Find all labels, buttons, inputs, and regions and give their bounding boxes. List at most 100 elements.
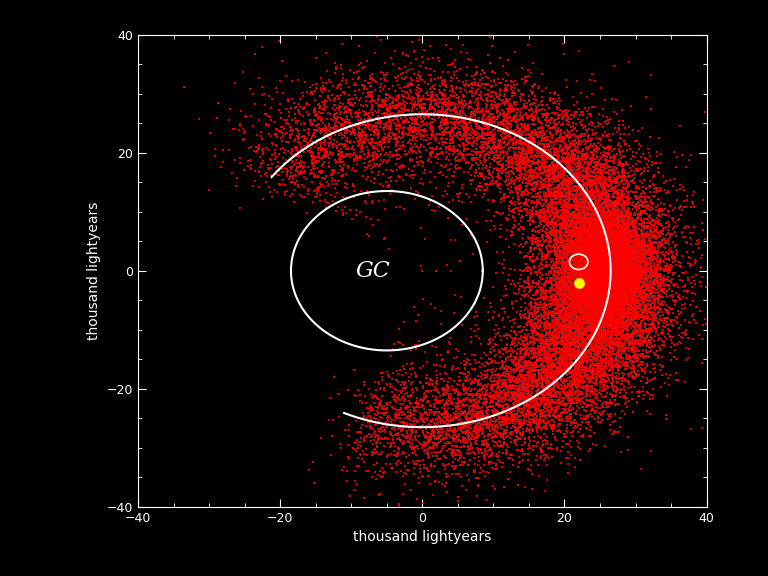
Point	[579, 212, 591, 221]
Point	[597, 331, 609, 340]
Point	[430, 378, 442, 387]
Point	[611, 270, 623, 279]
Point	[545, 415, 558, 425]
Point	[589, 290, 601, 300]
Point	[606, 287, 618, 297]
Point	[568, 372, 581, 381]
Point	[469, 400, 482, 409]
Point	[471, 118, 483, 127]
Point	[396, 124, 408, 133]
Point	[558, 339, 570, 348]
Point	[609, 270, 621, 279]
Point	[596, 272, 608, 281]
Point	[588, 272, 600, 282]
Point	[606, 327, 618, 336]
Point	[577, 268, 589, 277]
Point	[591, 288, 604, 297]
Point	[581, 163, 593, 172]
Point	[624, 262, 637, 271]
Point	[542, 419, 554, 428]
Point	[394, 418, 406, 427]
Point	[569, 334, 581, 343]
Point	[627, 283, 639, 293]
Point	[601, 276, 614, 285]
Point	[603, 241, 615, 250]
Point	[625, 287, 637, 297]
Point	[487, 381, 499, 391]
Point	[598, 290, 610, 300]
Point	[569, 354, 581, 363]
Point	[591, 249, 603, 259]
Point	[369, 98, 382, 108]
Point	[611, 384, 623, 393]
Point	[616, 279, 628, 288]
Point	[574, 255, 586, 264]
Point	[607, 264, 619, 273]
Point	[609, 257, 621, 267]
Point	[585, 335, 598, 344]
Point	[576, 339, 588, 348]
Point	[678, 223, 690, 233]
Point	[561, 199, 574, 209]
Point	[541, 176, 554, 185]
Point	[617, 274, 629, 283]
Point	[411, 417, 423, 426]
Point	[631, 248, 644, 257]
Point	[598, 297, 610, 306]
Point	[587, 274, 599, 283]
Point	[413, 431, 425, 440]
Point	[584, 360, 597, 369]
Point	[577, 303, 589, 312]
Point	[551, 225, 564, 234]
Point	[617, 281, 630, 290]
Point	[521, 350, 533, 359]
Point	[583, 274, 595, 283]
Point	[602, 255, 614, 264]
Point	[628, 228, 641, 237]
Point	[554, 184, 567, 193]
Point	[587, 321, 599, 331]
Point	[605, 239, 617, 248]
Point	[563, 161, 575, 170]
Point	[541, 367, 553, 376]
Point	[627, 279, 640, 289]
Point	[580, 226, 592, 236]
Point	[443, 149, 455, 158]
Point	[621, 309, 634, 318]
Point	[617, 328, 630, 337]
Point	[445, 363, 458, 372]
Point	[591, 298, 603, 308]
Point	[574, 260, 587, 269]
Point	[347, 125, 359, 134]
Point	[591, 284, 604, 293]
Point	[575, 285, 588, 294]
Point	[546, 356, 558, 365]
Point	[545, 147, 558, 157]
Point	[553, 347, 565, 357]
Point	[524, 101, 536, 110]
Point	[400, 404, 412, 413]
Point	[505, 414, 517, 423]
Point	[580, 262, 592, 271]
Point	[607, 217, 619, 226]
Point	[580, 329, 592, 338]
Point	[611, 251, 623, 260]
Point	[571, 262, 584, 271]
Point	[615, 298, 627, 308]
Point	[607, 274, 619, 283]
Point	[525, 189, 537, 198]
Point	[414, 179, 426, 188]
Point	[603, 149, 615, 158]
Point	[482, 134, 495, 143]
Point	[607, 285, 619, 294]
Point	[632, 278, 644, 287]
Point	[613, 320, 625, 329]
Point	[451, 427, 463, 436]
Point	[538, 412, 550, 421]
Point	[621, 393, 633, 402]
Point	[539, 162, 551, 172]
Point	[556, 177, 568, 186]
Point	[633, 241, 645, 251]
Point	[541, 229, 553, 238]
Point	[568, 324, 580, 334]
